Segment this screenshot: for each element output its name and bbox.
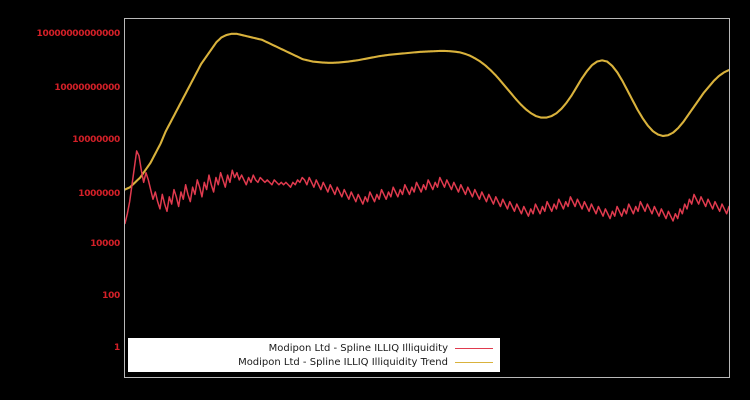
y-axis-tick-6: 1	[114, 343, 120, 353]
legend-label-series: Modipon Ltd - Spline ILLIQ Illiquidity	[268, 342, 448, 354]
legend-swatch-trend-icon	[455, 361, 493, 363]
y-axis-tick-2: 10000000	[72, 135, 120, 145]
legend-label-trend: Modipon Ltd - Spline ILLIQ Illiquidity T…	[238, 356, 448, 368]
y-axis-tick-0: 10000000000000	[36, 29, 121, 39]
legend-item-series: Modipon Ltd - Spline ILLIQ Illiquidity	[133, 341, 493, 355]
legend-item-trend: Modipon Ltd - Spline ILLIQ Illiquidity T…	[133, 355, 493, 369]
trend-line-path	[125, 32, 729, 191]
legend-swatch-series-icon	[455, 347, 493, 349]
series-line-path	[125, 150, 729, 225]
plot-area	[124, 18, 730, 378]
y-axis-tick-5: 100	[102, 291, 120, 301]
y-axis-tick-3: 1000000	[78, 189, 120, 199]
plot-lines	[125, 32, 729, 225]
y-axis-tick-1: 10000000000	[54, 83, 120, 93]
chart-legend: Modipon Ltd - Spline ILLIQ Illiquidity M…	[128, 338, 500, 372]
y-axis-tick-4: 10000	[90, 239, 120, 249]
